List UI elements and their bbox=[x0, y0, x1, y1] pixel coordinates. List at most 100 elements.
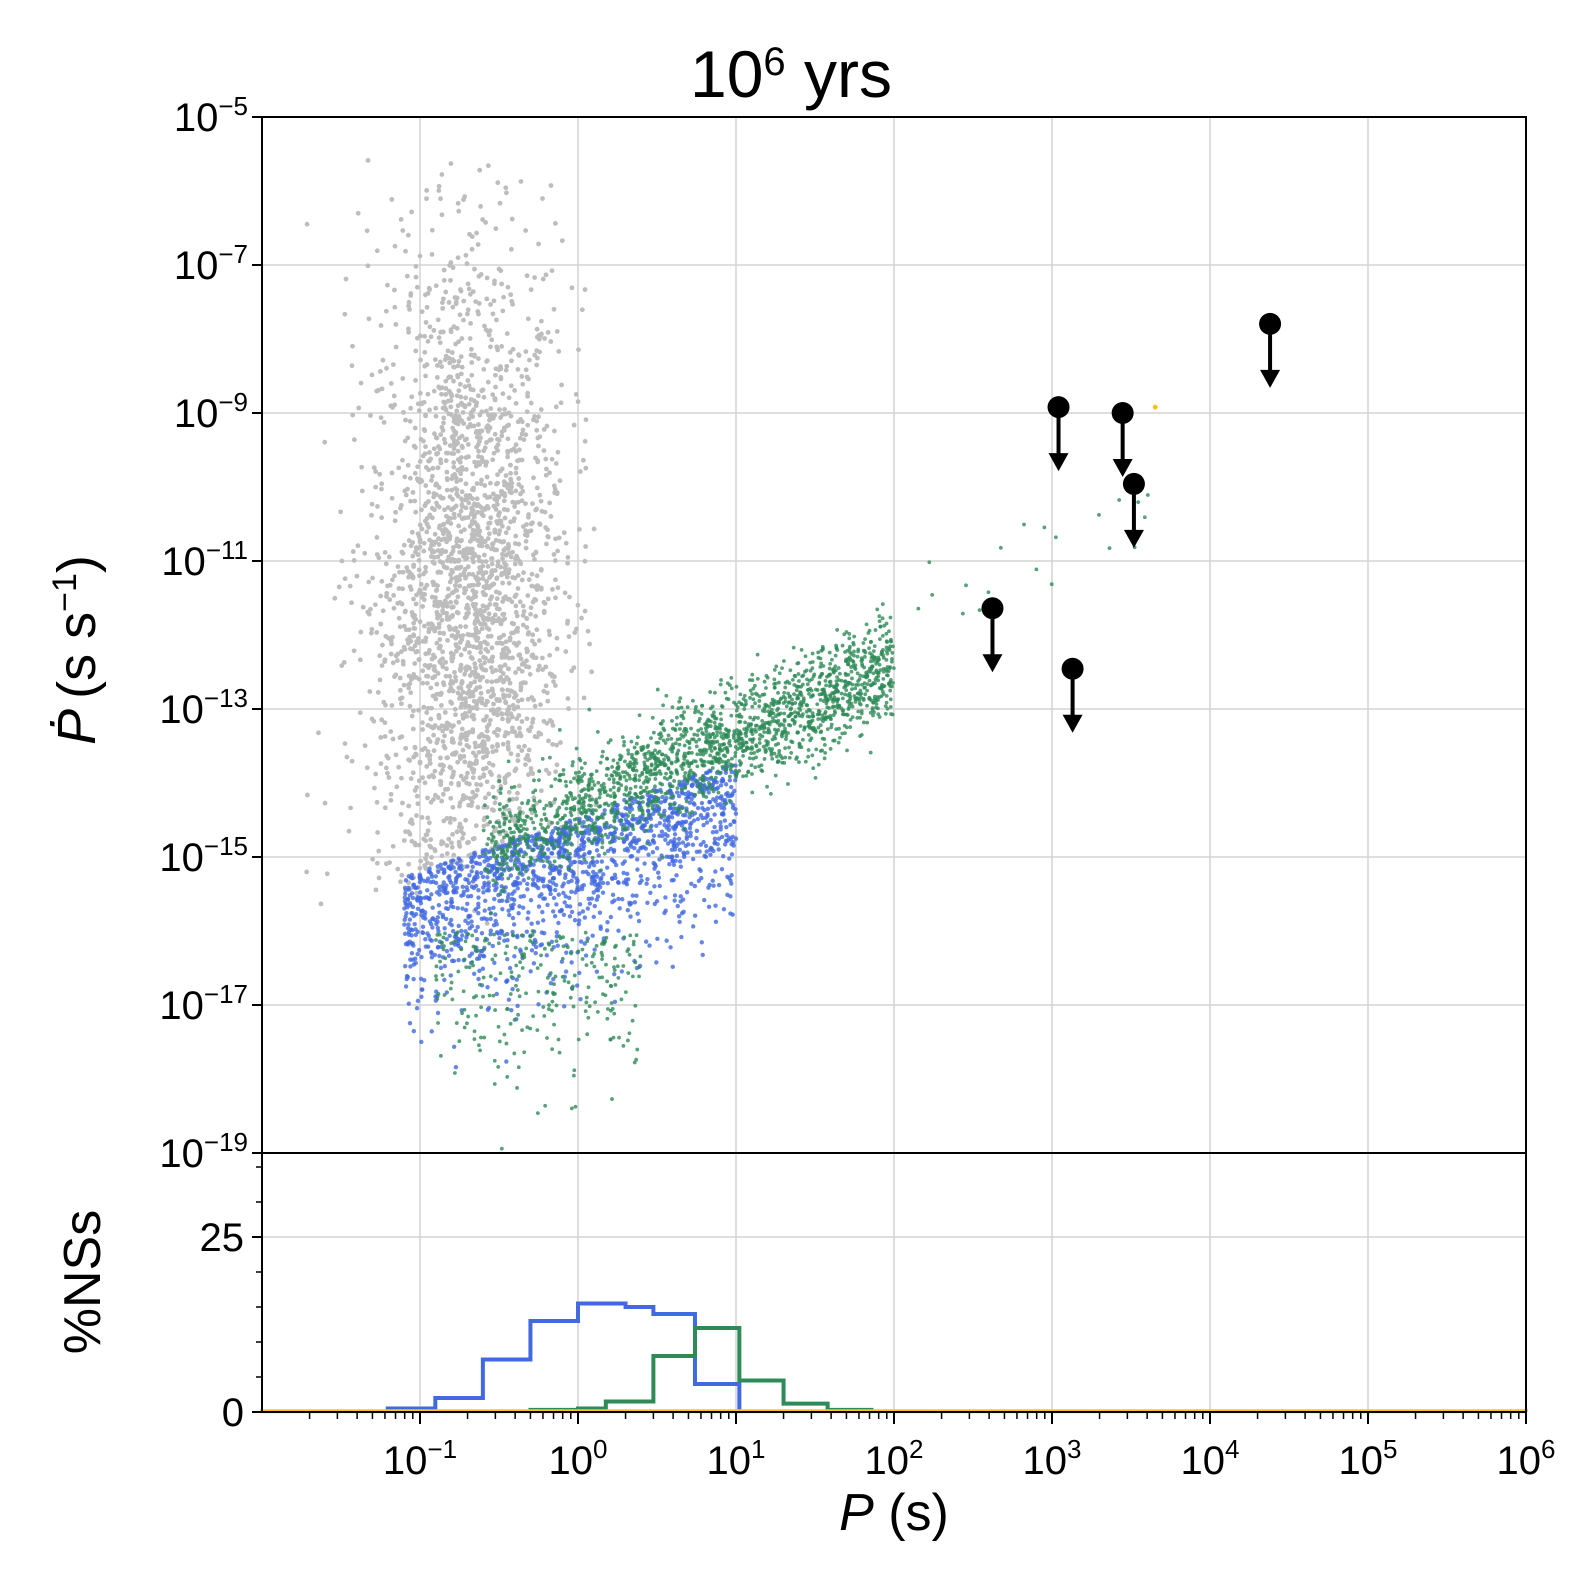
blue-point bbox=[406, 873, 412, 879]
gray-point bbox=[494, 498, 500, 504]
gray-point bbox=[435, 317, 441, 323]
gray-point bbox=[523, 664, 529, 669]
gray-point bbox=[466, 744, 472, 750]
gray-point bbox=[472, 266, 477, 272]
green-point bbox=[772, 751, 777, 756]
gray-point bbox=[465, 378, 471, 383]
green-point bbox=[676, 706, 681, 711]
gray-point bbox=[420, 720, 425, 726]
gray-point bbox=[475, 509, 481, 515]
gray-point bbox=[543, 456, 549, 462]
blue-point bbox=[583, 953, 589, 958]
green-point bbox=[626, 814, 630, 818]
gray-point bbox=[480, 749, 486, 755]
gray-point bbox=[417, 333, 423, 339]
green-point bbox=[565, 839, 570, 844]
gray-point bbox=[440, 739, 446, 744]
gray-point bbox=[456, 208, 462, 214]
gray-point bbox=[490, 541, 496, 546]
green-point bbox=[573, 823, 578, 827]
green-point bbox=[781, 723, 786, 727]
gray-point bbox=[469, 246, 475, 252]
gray-point bbox=[420, 775, 426, 781]
gray-point bbox=[472, 679, 478, 685]
blue-point bbox=[612, 830, 617, 835]
gray-point bbox=[525, 316, 531, 322]
gray-point bbox=[421, 540, 427, 546]
gray-point bbox=[357, 710, 363, 716]
gray-point bbox=[472, 611, 478, 617]
gray-point bbox=[474, 574, 479, 580]
gray-point bbox=[458, 572, 463, 578]
green-point bbox=[693, 710, 697, 715]
gray-point bbox=[559, 238, 565, 244]
gray-point bbox=[425, 828, 431, 834]
gray-point bbox=[440, 560, 446, 566]
blue-point bbox=[457, 873, 463, 878]
blue-point bbox=[581, 819, 586, 825]
gray-point bbox=[552, 486, 558, 492]
blue-point bbox=[441, 880, 446, 885]
gray-point bbox=[365, 263, 371, 269]
blue-point bbox=[703, 854, 709, 860]
gray-point bbox=[469, 372, 475, 378]
green-point bbox=[555, 821, 560, 825]
gray-point bbox=[473, 744, 478, 750]
green-point bbox=[799, 647, 804, 652]
green-point bbox=[712, 720, 717, 725]
gray-point bbox=[399, 695, 405, 701]
green-point bbox=[537, 778, 541, 783]
gray-point bbox=[417, 390, 423, 396]
blue-point bbox=[566, 879, 571, 885]
blue-point bbox=[670, 825, 676, 830]
gray-point bbox=[398, 812, 404, 817]
blue-point bbox=[434, 921, 439, 927]
gray-point bbox=[417, 537, 423, 543]
gray-point bbox=[470, 601, 476, 607]
blue-point bbox=[410, 941, 415, 946]
gray-point bbox=[477, 658, 483, 663]
green-point bbox=[509, 785, 514, 790]
green-point bbox=[663, 741, 668, 745]
gray-point bbox=[443, 378, 449, 384]
gray-point bbox=[476, 301, 482, 306]
gray-point bbox=[475, 538, 481, 543]
green-point bbox=[498, 791, 503, 796]
gray-point bbox=[448, 685, 454, 691]
blue-point bbox=[533, 950, 538, 956]
blue-point bbox=[645, 900, 650, 906]
gray-point bbox=[504, 574, 510, 580]
blue-point bbox=[616, 880, 621, 886]
blue-point bbox=[539, 892, 544, 897]
gray-point bbox=[438, 551, 444, 557]
gray-point bbox=[532, 414, 537, 419]
blue-point bbox=[730, 834, 735, 840]
gray-point bbox=[499, 344, 505, 349]
gray-point bbox=[412, 470, 418, 476]
gray-point bbox=[505, 450, 511, 456]
blue-point bbox=[598, 884, 603, 890]
green-point bbox=[653, 777, 658, 781]
gray-point bbox=[449, 476, 455, 482]
blue-point bbox=[442, 887, 447, 892]
green-point bbox=[789, 751, 794, 755]
green-point bbox=[520, 801, 524, 806]
gray-point bbox=[443, 673, 449, 679]
blue-point bbox=[703, 770, 709, 776]
blue-point bbox=[634, 893, 639, 898]
gray-point bbox=[537, 522, 543, 527]
gray-point bbox=[435, 362, 440, 368]
gray-point bbox=[492, 527, 498, 533]
gray-point bbox=[530, 520, 535, 526]
blue-point bbox=[667, 806, 673, 811]
blue-point bbox=[681, 812, 686, 818]
gray-point bbox=[565, 618, 571, 624]
green-point bbox=[695, 733, 700, 738]
green-point bbox=[556, 831, 561, 836]
gray-point bbox=[324, 871, 330, 877]
green-point bbox=[765, 784, 769, 789]
gray-point bbox=[473, 531, 479, 537]
gray-point bbox=[450, 772, 456, 778]
green-point bbox=[807, 691, 811, 696]
green-point bbox=[653, 790, 658, 795]
